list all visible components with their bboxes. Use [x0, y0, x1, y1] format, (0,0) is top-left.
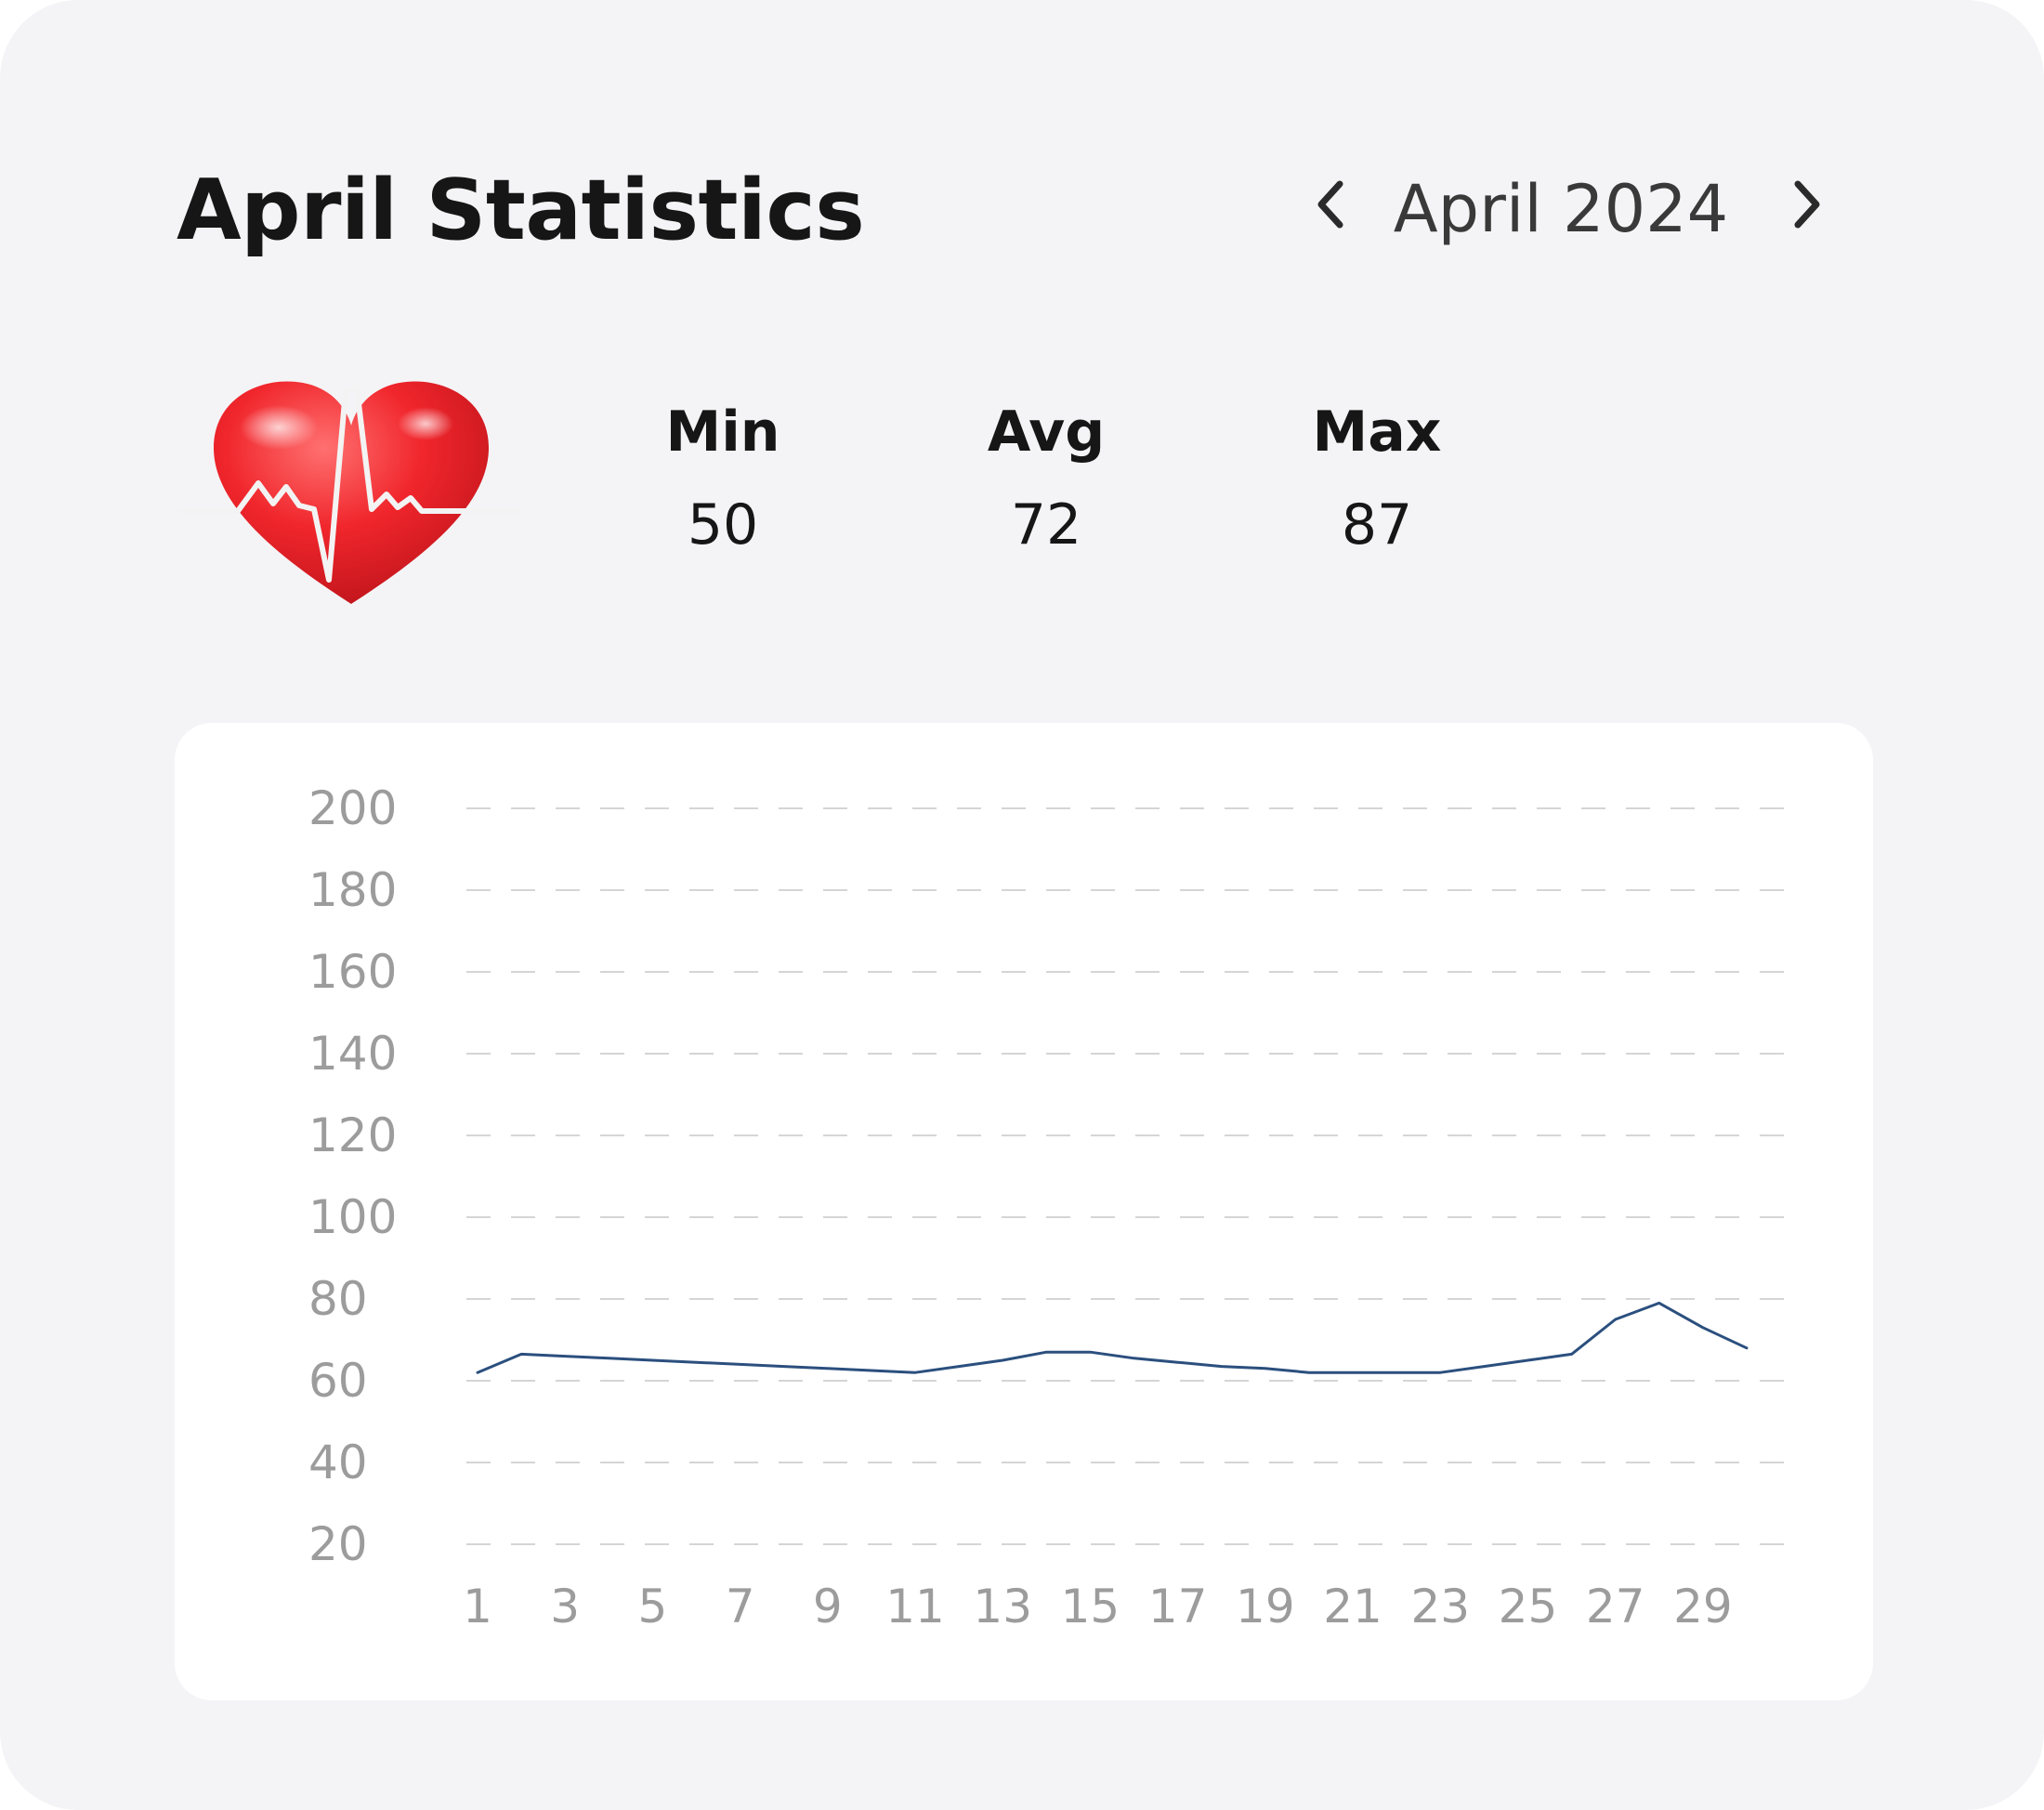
- y-tick-label: 180: [308, 863, 397, 917]
- chevron-left-icon: [1317, 180, 1343, 229]
- x-tick-label: 1: [463, 1580, 492, 1633]
- x-tick-label: 13: [973, 1580, 1032, 1633]
- x-tick-label: 3: [550, 1580, 580, 1633]
- stat-max: Max 87: [1256, 390, 1498, 576]
- stat-max-value: 87: [1341, 492, 1413, 557]
- y-tick-label: 160: [308, 945, 397, 999]
- y-tick-label: 140: [308, 1027, 397, 1081]
- heart-rate-series-line: [476, 1301, 1749, 1374]
- x-tick-label: 17: [1148, 1580, 1208, 1633]
- x-tick-label: 7: [726, 1580, 755, 1633]
- chevron-right-icon: [1794, 180, 1820, 229]
- y-tick-label: 120: [308, 1108, 397, 1162]
- x-tick-label: 5: [638, 1580, 668, 1633]
- stat-min-label: Min: [665, 400, 780, 465]
- month-label: April 2024: [1393, 171, 1729, 247]
- x-tick-label: 21: [1323, 1580, 1382, 1633]
- x-tick-label: 29: [1673, 1580, 1733, 1633]
- y-tick-label: 100: [308, 1190, 397, 1244]
- y-tick-label: 40: [308, 1436, 368, 1489]
- stat-max-label: Max: [1312, 400, 1442, 465]
- heart-pulse-icon: [179, 381, 523, 604]
- x-tick-label: 27: [1586, 1580, 1645, 1633]
- y-tick-label: 60: [308, 1354, 368, 1408]
- stat-avg-label: Avg: [987, 400, 1106, 465]
- x-tick-label: 11: [885, 1580, 945, 1633]
- page-title: April Statistics: [177, 162, 865, 259]
- prev-month-button[interactable]: [1293, 167, 1368, 242]
- stat-avg-value: 72: [1010, 492, 1082, 557]
- x-tick-label: 23: [1410, 1580, 1470, 1633]
- x-tick-label: 19: [1236, 1580, 1295, 1633]
- next-month-button[interactable]: [1770, 167, 1844, 242]
- chart-panel: 200 180 160 140 120 100 80 60 40 20 1 3 5 7 9 11 13 15 17 1…: [175, 723, 1873, 1700]
- x-tick-label: 15: [1061, 1580, 1120, 1633]
- stat-avg: Avg 72: [925, 390, 1167, 576]
- stat-min: Min 50: [602, 390, 844, 576]
- y-tick-label: 20: [308, 1517, 368, 1571]
- x-tick-label: 9: [813, 1580, 843, 1633]
- y-tick-label: 80: [308, 1272, 368, 1326]
- stat-min-value: 50: [687, 492, 759, 557]
- x-tick-label: 25: [1499, 1580, 1558, 1633]
- y-tick-label: 200: [308, 781, 397, 835]
